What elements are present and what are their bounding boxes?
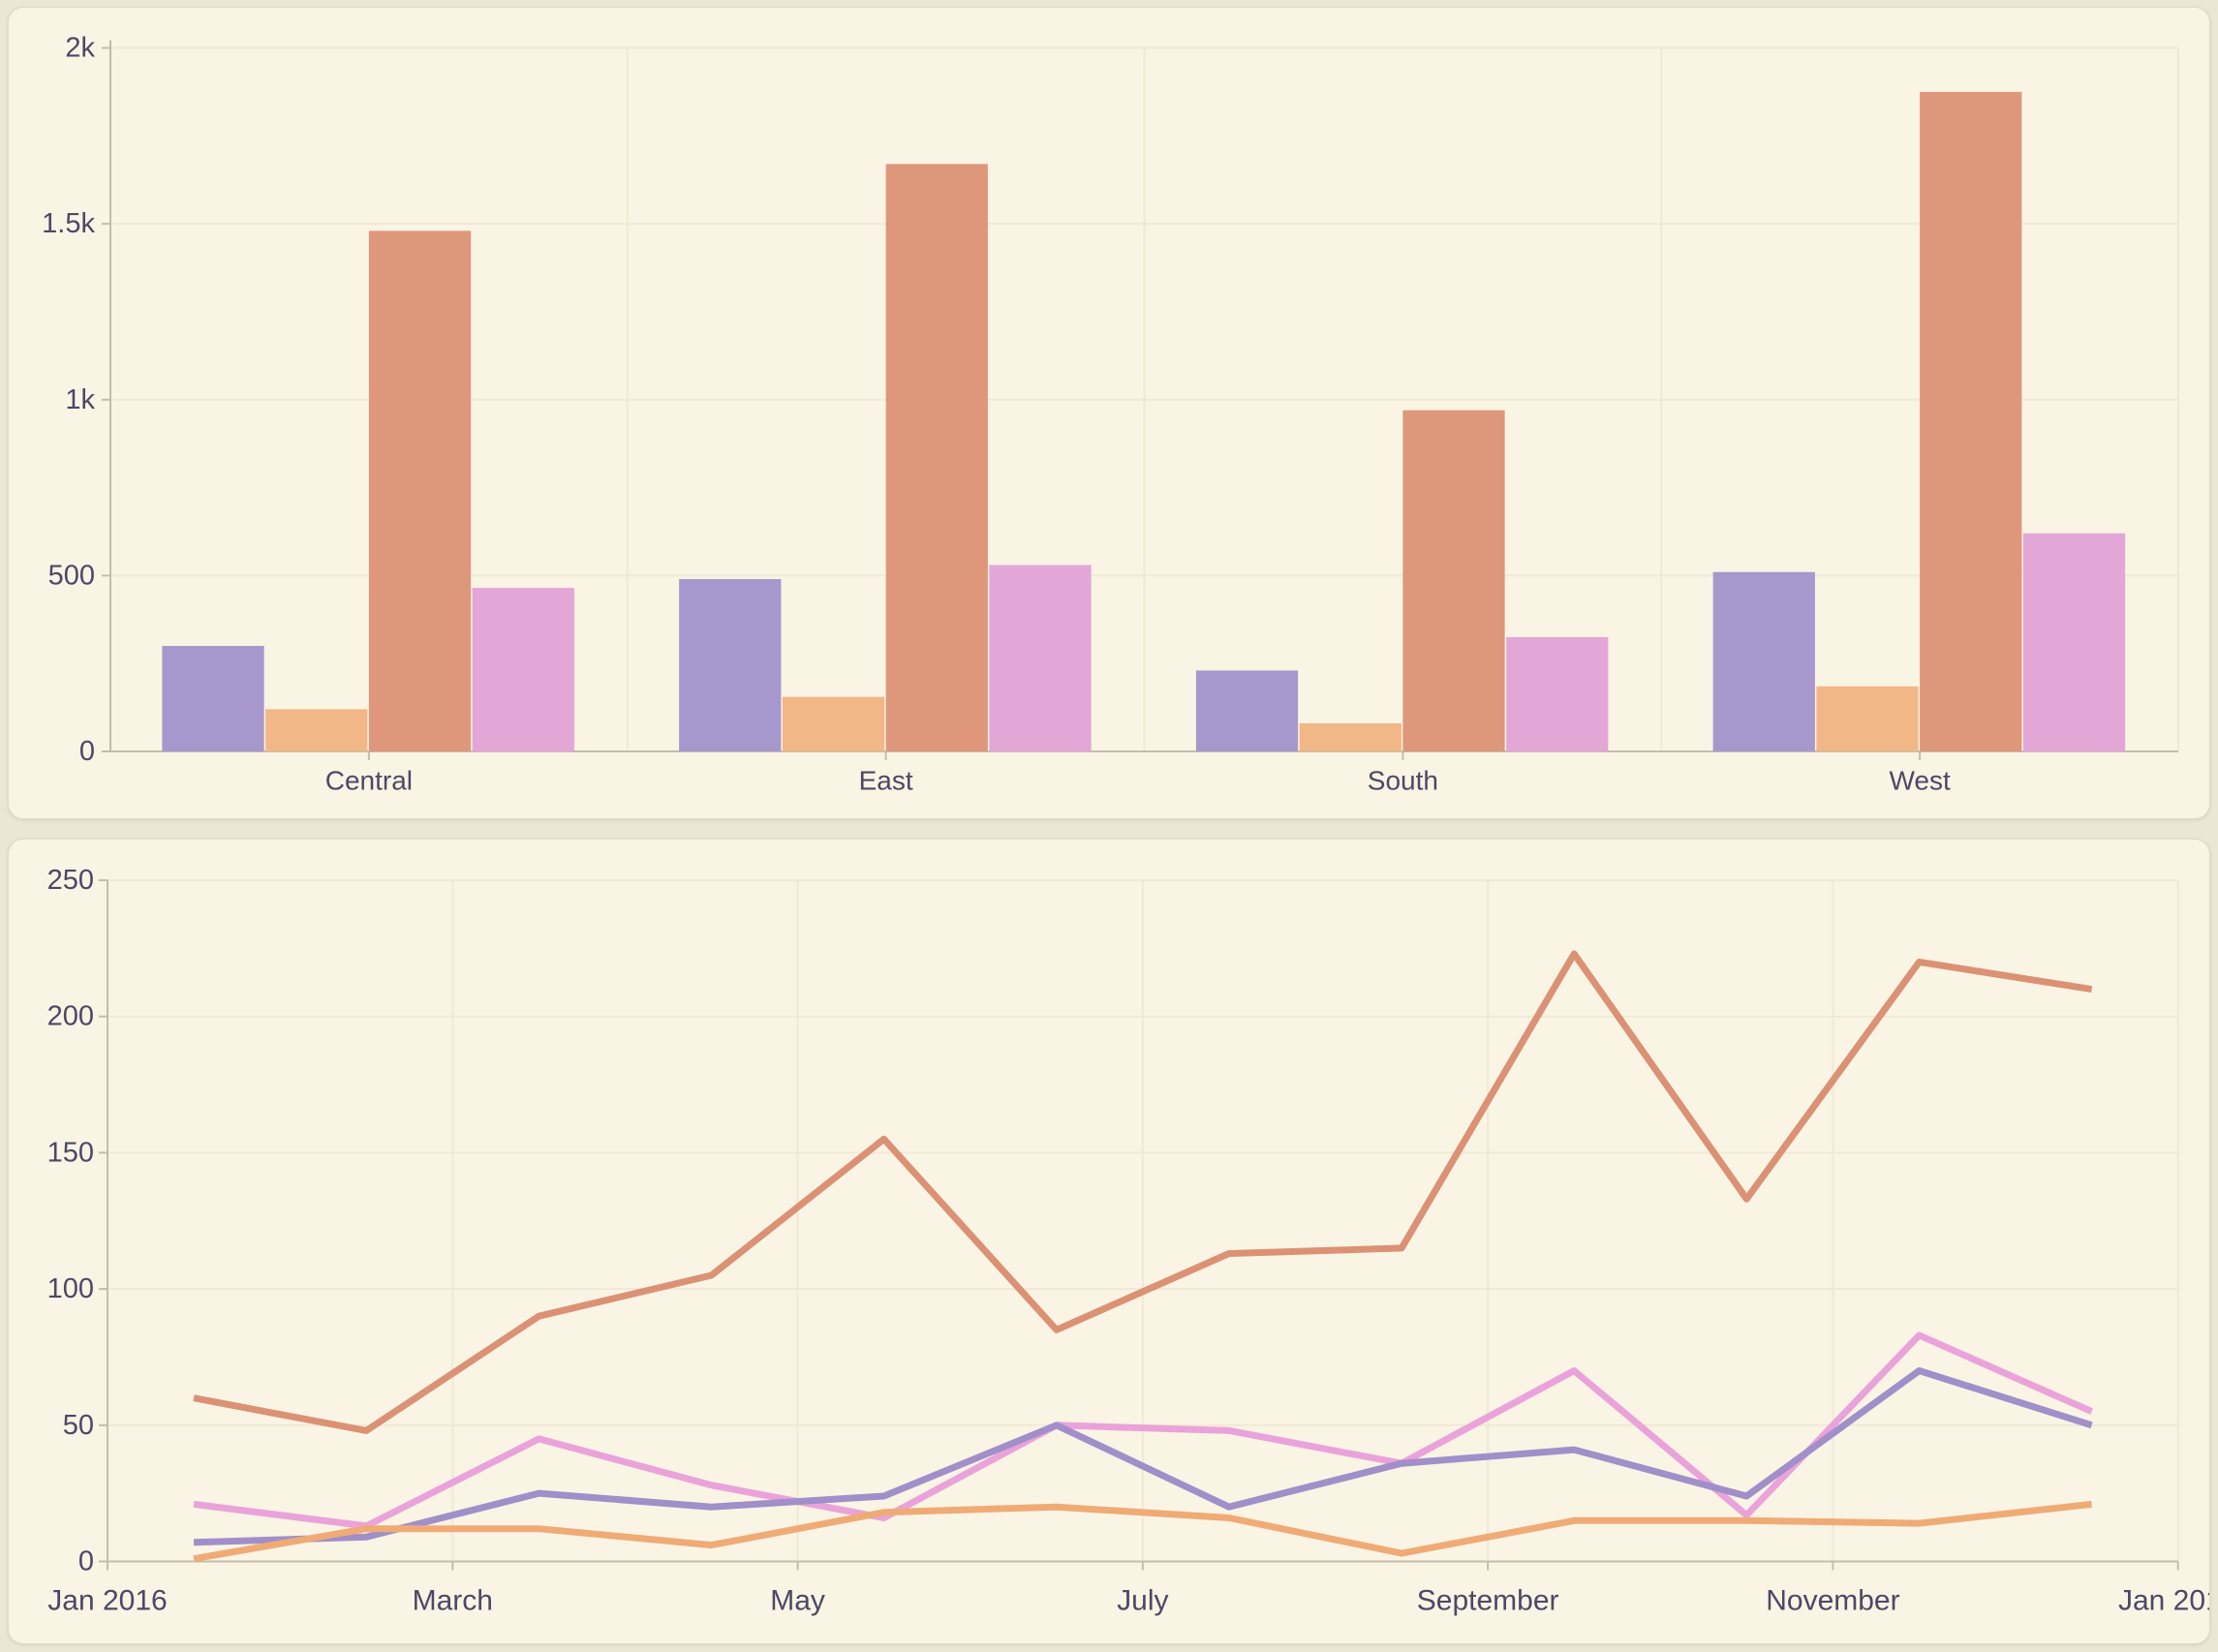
bar-x-axis-label-central: Central xyxy=(325,766,413,796)
bar-x-axis-label-east: East xyxy=(859,766,913,796)
line-x-axis-label-march: March xyxy=(413,1585,493,1617)
line-y-axis-label-100: 100 xyxy=(47,1273,94,1304)
bar-central-purple[interactable] xyxy=(162,646,264,751)
bar-east-pink[interactable] xyxy=(989,565,1092,751)
bar-west-purple[interactable] xyxy=(1712,571,1815,751)
bar-west-pink[interactable] xyxy=(2022,533,2126,751)
bar-east-light-orange[interactable] xyxy=(782,696,885,751)
line-y-axis-label-200: 200 xyxy=(47,1001,94,1032)
bar-east-salmon[interactable] xyxy=(885,164,988,751)
line-x-axis-label-jan-2017: Jan 2017 xyxy=(2118,1585,2210,1617)
line-x-axis-label-jan-2016: Jan 2016 xyxy=(47,1585,167,1617)
line-chart-card: 0 50 100 150 200 250 Jan 2016 March May July Septe… xyxy=(8,839,2210,1644)
bar-y-axis-label-1k: 1k xyxy=(65,384,95,415)
bar-central-salmon[interactable] xyxy=(368,230,472,751)
bar-central-light-orange[interactable] xyxy=(265,709,368,751)
line-x-axis-label-september: September xyxy=(1417,1585,1559,1617)
bar-south-pink[interactable] xyxy=(1506,636,1609,751)
bar-west-salmon[interactable] xyxy=(1920,91,2022,751)
bar-y-axis-label-1.5k: 1.5k xyxy=(42,208,95,239)
line-y-axis-label-0: 0 xyxy=(78,1546,94,1577)
bar-central-pink[interactable] xyxy=(472,588,574,751)
bar-south-light-orange[interactable] xyxy=(1299,722,1402,751)
line-x-axis-label-may: May xyxy=(770,1585,825,1617)
bar-x-axis-label-south: South xyxy=(1368,766,1438,796)
line-series-salmon[interactable] xyxy=(193,950,2093,1434)
line-series-pink[interactable] xyxy=(193,1331,2094,1530)
line-x-axis-label-november: November xyxy=(1766,1585,1899,1617)
bar-chart-card: 0 500 1k 1.5k 2k Central East South West xyxy=(8,7,2210,819)
line-chart-canvas[interactable]: 0 50 100 150 200 250 Jan 2016 March May July Septe… xyxy=(9,840,2210,1644)
line-y-axis-label-250: 250 xyxy=(47,865,94,896)
line-series-light-orange[interactable] xyxy=(193,1500,2092,1563)
bar-x-axis-label-west: West xyxy=(1889,766,1950,796)
bar-chart-canvas[interactable]: 0 500 1k 1.5k 2k Central East South West xyxy=(9,8,2210,819)
line-x-axis-label-july: July xyxy=(1117,1585,1168,1617)
line-series-purple[interactable] xyxy=(193,1367,2093,1546)
bar-east-purple[interactable] xyxy=(679,579,782,751)
bar-y-axis-label-0: 0 xyxy=(79,736,95,767)
bar-y-axis-label-500: 500 xyxy=(48,560,95,591)
bar-y-axis-label-2k: 2k xyxy=(65,33,95,64)
line-y-axis-label-50: 50 xyxy=(63,1410,94,1441)
bar-south-purple[interactable] xyxy=(1195,670,1299,751)
line-y-axis-label-150: 150 xyxy=(47,1137,94,1168)
bar-west-light-orange[interactable] xyxy=(1816,686,1919,751)
bar-south-salmon[interactable] xyxy=(1402,410,1505,751)
